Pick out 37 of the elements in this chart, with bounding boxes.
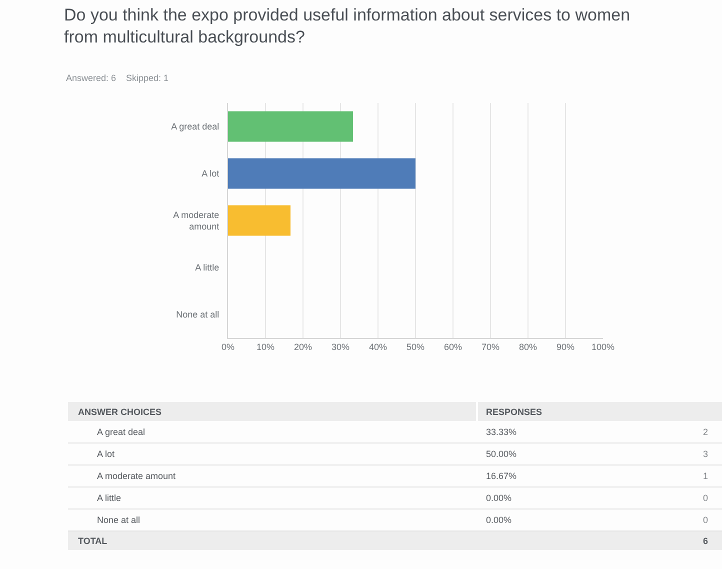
text: TOTAL	[78, 536, 108, 546]
text: RESPONSES	[486, 407, 542, 417]
text: 2	[703, 427, 708, 437]
x-tick-label: 60%	[444, 342, 462, 352]
x-tick-label: 80%	[518, 342, 538, 352]
x-tick-label: 50%	[406, 342, 425, 352]
x-tick-label: 30%	[331, 342, 350, 352]
y-tick-label: A great deal	[171, 122, 220, 132]
text: 0.00%	[486, 493, 512, 503]
x-tick-label: 70%	[481, 342, 500, 352]
x-tick-label: 40%	[368, 342, 388, 352]
text: 50.00%	[486, 449, 517, 459]
text: 0	[703, 493, 708, 503]
text: 33.33%	[486, 427, 517, 437]
x-tick-label: 100%	[591, 342, 615, 352]
x-tick-label: 20%	[294, 342, 312, 352]
x-tick-label: 10%	[256, 342, 275, 352]
category-label: A moderate amount	[97, 471, 176, 481]
chart-title: Do you think the expo provided useful information about services to women from multicultural backgrounds?	[64, 5, 630, 46]
y-tick-label: A little	[195, 262, 220, 273]
category-label: A little	[97, 493, 122, 503]
category-label: None at all	[97, 515, 140, 525]
x-tick-label: 90%	[556, 342, 575, 352]
category-label: A lot	[97, 449, 115, 459]
text: 16.67%	[486, 471, 517, 481]
text: Answered: 6 Skipped: 1	[66, 73, 169, 83]
text: ANSWER CHOICES	[78, 407, 162, 417]
y-tick-label: A moderate amount	[173, 210, 220, 232]
y-tick-label: A lot	[202, 168, 220, 179]
text: 0	[703, 515, 708, 525]
text: 1	[703, 471, 708, 481]
text: 0.00%	[486, 515, 512, 525]
y-tick-label: None at all	[176, 310, 220, 320]
category-label: A great deal	[97, 427, 146, 437]
x-tick-label: 0%	[221, 342, 235, 352]
text: 6	[703, 536, 708, 546]
text: 3	[703, 449, 708, 459]
